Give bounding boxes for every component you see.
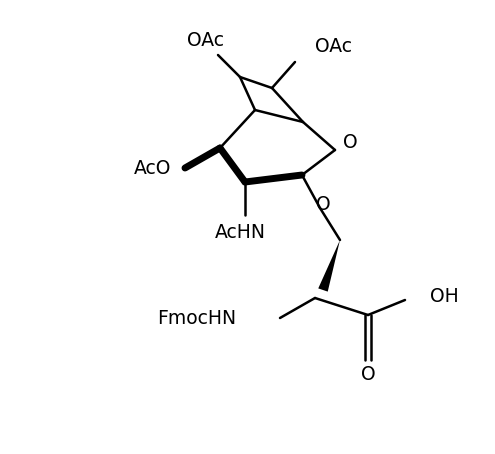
Polygon shape: [318, 240, 340, 291]
Text: OAc: OAc: [315, 36, 352, 55]
Text: AcHN: AcHN: [214, 222, 265, 242]
Text: O: O: [316, 194, 330, 213]
Text: AcO: AcO: [134, 158, 172, 178]
Text: OAc: OAc: [187, 30, 224, 49]
Text: OH: OH: [430, 287, 459, 306]
Text: O: O: [343, 133, 357, 152]
Text: O: O: [361, 365, 375, 385]
Text: FmocHN: FmocHN: [157, 310, 236, 329]
